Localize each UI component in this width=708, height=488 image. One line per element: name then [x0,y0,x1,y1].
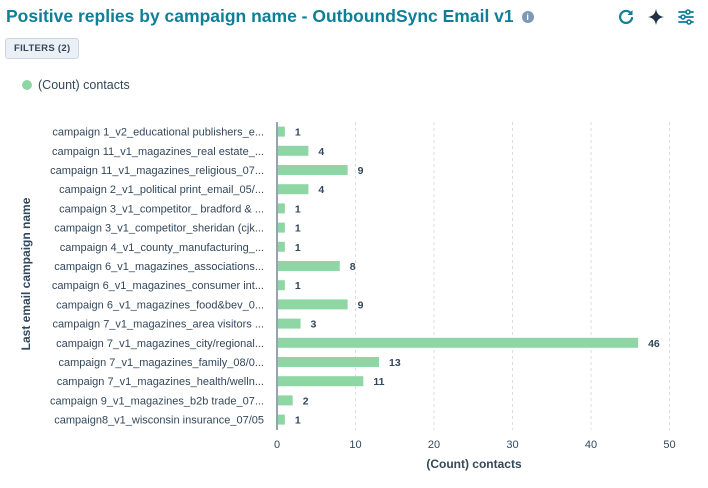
bar[interactable] [278,165,348,175]
bar[interactable] [278,395,293,406]
data-label: 1 [295,415,301,427]
bar[interactable] [278,337,639,348]
x-tick-label: 10 [349,439,361,451]
bar[interactable] [278,376,364,387]
data-label: 4 [318,146,324,158]
filters-button[interactable]: FILTERS (2) [5,38,80,59]
category-label: campaign 7_v1_magazines_city/regional... [56,338,264,350]
data-label: 8 [350,261,356,273]
sparkle-icon[interactable] [646,7,666,27]
category-label: campaign 1_v2_educational publishers_e..… [52,127,264,139]
sliders-icon[interactable] [676,7,696,27]
category-label: campaign 3_v1_competitor_ bradford & ... [59,203,264,215]
category-label: campaign 4_v1_county_manufacturing_... [60,242,264,254]
category-label: campaign 7_v1_magazines_health/welln... [57,376,264,388]
x-axis-title: (Count) contacts [426,457,522,471]
data-label: 1 [295,127,301,139]
category-label: campaign 6_v1_magazines_food&bev_0... [56,299,264,311]
bars: campaign 1_v2_educational publishers_e..… [50,126,660,427]
refresh-icon[interactable] [616,7,636,27]
data-label: 46 [648,338,660,350]
bar[interactable] [278,145,309,156]
bar[interactable] [278,318,301,329]
data-label: 1 [295,242,301,254]
bar[interactable] [278,222,285,233]
legend-swatch [22,80,32,90]
data-label: 3 [311,319,317,331]
bar[interactable] [278,299,348,310]
x-tick-label: 0 [274,439,280,451]
data-label: 11 [373,376,384,388]
x-axis-ticks: 0 10 20 30 40 50 [274,439,676,451]
category-label: campaign 6_v1_magazines_associations... [54,261,264,273]
data-label: 1 [295,223,301,235]
category-label: campaign 11_v1_magazines_religious_07... [50,165,264,177]
category-label: campaign 7_v1_magazines_family_08/0... [59,357,264,369]
category-label: campaign 7_v1_magazines_area visitors ..… [52,319,264,331]
legend[interactable]: (Count) contacts [22,78,130,92]
category-label: campaign 11_v1_magazines_real estate_... [52,146,264,158]
category-label: campaign 2_v1_political print_email_05/.… [59,184,264,196]
x-tick-label: 50 [663,439,675,451]
data-label: 2 [303,395,309,407]
legend-label: (Count) contacts [38,78,130,92]
bar[interactable] [278,126,285,137]
category-label: campaign 9_v1_magazines_b2b trade_07... [50,395,264,407]
x-tick-label: 20 [428,439,440,451]
x-tick-label: 30 [506,439,518,451]
category-label: campaign8_v1_wisconsin insurance_07/05 [54,415,264,427]
category-label: campaign 3_v1_competitor_sheridan (cjk..… [54,223,264,235]
gridlines [355,122,670,430]
x-tick-label: 40 [585,439,597,451]
data-label: 13 [389,357,401,369]
data-label: 9 [358,165,364,177]
data-label: 4 [318,184,324,196]
data-label: 1 [295,203,301,215]
bar[interactable] [278,280,285,291]
info-icon[interactable]: i [521,10,534,23]
data-label: 1 [295,280,301,292]
chart-title: Positive replies by campaign name - Outb… [6,6,534,27]
category-label: campaign 6_v1_magazines_consumer int... [52,280,264,292]
bar[interactable] [278,414,285,425]
data-label: 9 [358,299,364,311]
bar[interactable] [278,241,285,252]
bar[interactable] [278,261,340,271]
bar[interactable] [278,184,309,195]
bar[interactable] [278,357,380,367]
chart-title-text: Positive replies by campaign name - Outb… [6,6,514,26]
filters-label: FILTERS (2) [14,43,71,54]
bar[interactable] [278,203,285,214]
y-axis-title: Last email campaign name [19,197,33,350]
